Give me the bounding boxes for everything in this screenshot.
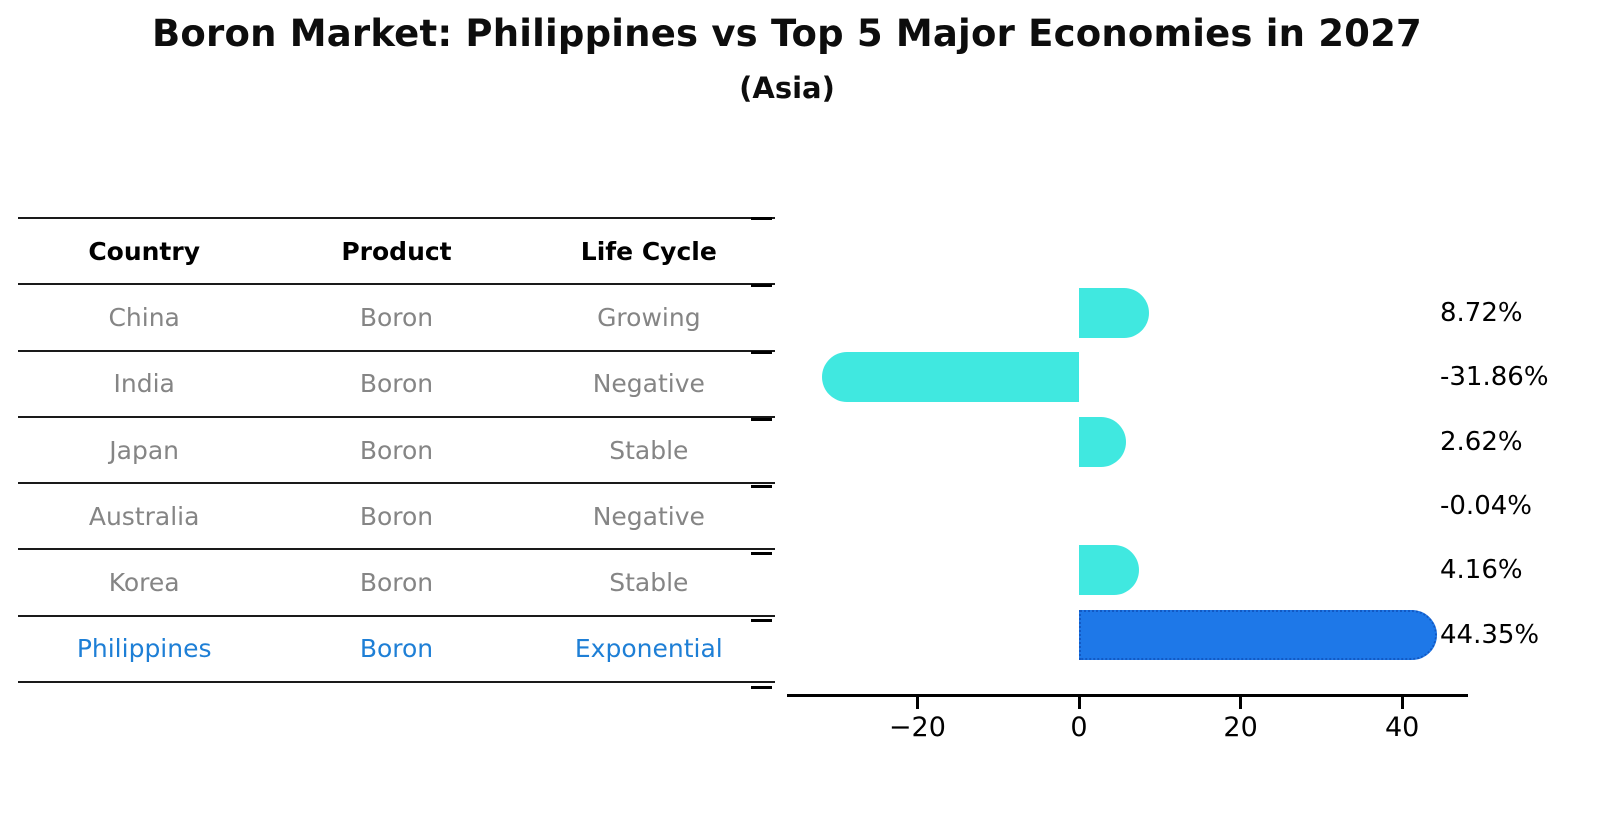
table-row-australia: Australia Boron Negative: [18, 484, 775, 551]
cell-product: Boron: [359, 369, 434, 399]
y-tick: [751, 351, 772, 354]
cell-country: Australia: [88, 501, 200, 531]
cell-life-cycle: Negative: [592, 501, 705, 531]
cell-life-cycle: Negative: [592, 369, 705, 399]
value-label-japan: 2.62%: [1440, 427, 1523, 457]
table-row-japan: Japan Boron Stable: [18, 418, 775, 485]
bar-japan: [1079, 417, 1127, 467]
y-tick: [751, 485, 772, 488]
x-tick-label: 20: [1223, 712, 1258, 743]
table-header-country: Country: [88, 236, 201, 266]
y-tick: [751, 418, 772, 421]
table-header-life-cycle: Life Cycle: [580, 236, 717, 266]
x-axis-line: [787, 694, 1468, 697]
x-tick: [1239, 697, 1243, 709]
x-tick-label: −20: [888, 712, 946, 743]
table-row-china: China Boron Growing: [18, 285, 775, 352]
y-tick: [751, 284, 772, 287]
cell-life-cycle: Exponential: [574, 634, 723, 664]
x-tick-label: 40: [1385, 712, 1420, 743]
y-tick: [751, 686, 772, 689]
cell-product: Boron: [359, 568, 434, 598]
cell-product: Boron: [359, 435, 434, 465]
table-header-product: Product: [341, 236, 452, 266]
chart-subtitle: (Asia): [739, 71, 835, 105]
cell-life-cycle: Growing: [597, 302, 701, 332]
value-label-india: -31.86%: [1440, 362, 1549, 392]
value-label-korea: 4.16%: [1440, 555, 1523, 585]
table-header-row: Country Product Life Cycle: [18, 219, 775, 286]
bar-philippines: [1079, 610, 1438, 660]
value-label-australia: -0.04%: [1440, 491, 1532, 521]
bar-india: [821, 352, 1079, 402]
x-tick: [915, 697, 919, 709]
value-label-philippines: 44.35%: [1440, 620, 1540, 650]
bar-china: [1079, 288, 1150, 338]
table-row-india: India Boron Negative: [18, 352, 775, 418]
cell-country: India: [113, 369, 175, 399]
cell-country: Korea: [108, 568, 180, 598]
header: Boron Market: Philippines vs Top 5 Major…: [0, 12, 1574, 105]
chart-title: Boron Market: Philippines vs Top 5 Major…: [152, 12, 1422, 55]
table-row-philippines: Philippines Boron Exponential: [18, 617, 775, 684]
x-tick: [1077, 697, 1081, 709]
value-label-china: 8.72%: [1440, 298, 1523, 328]
table-row-korea: Korea Boron Stable: [18, 550, 775, 617]
cell-country: Philippines: [76, 634, 212, 664]
bar-korea: [1079, 545, 1139, 595]
cell-country: Japan: [109, 435, 180, 465]
y-tick: [751, 217, 772, 220]
country-table: Country Product Life Cycle China Boron Growin…: [18, 217, 775, 684]
x-tick-label: 0: [1070, 712, 1088, 743]
y-tick: [751, 619, 772, 622]
y-tick: [751, 552, 772, 555]
cell-product: Boron: [359, 634, 434, 664]
cell-life-cycle: Stable: [609, 568, 689, 598]
cell-country: China: [108, 302, 180, 332]
cell-product: Boron: [359, 302, 434, 332]
cell-life-cycle: Stable: [609, 435, 689, 465]
cell-product: Boron: [359, 501, 434, 531]
x-tick: [1400, 697, 1404, 709]
